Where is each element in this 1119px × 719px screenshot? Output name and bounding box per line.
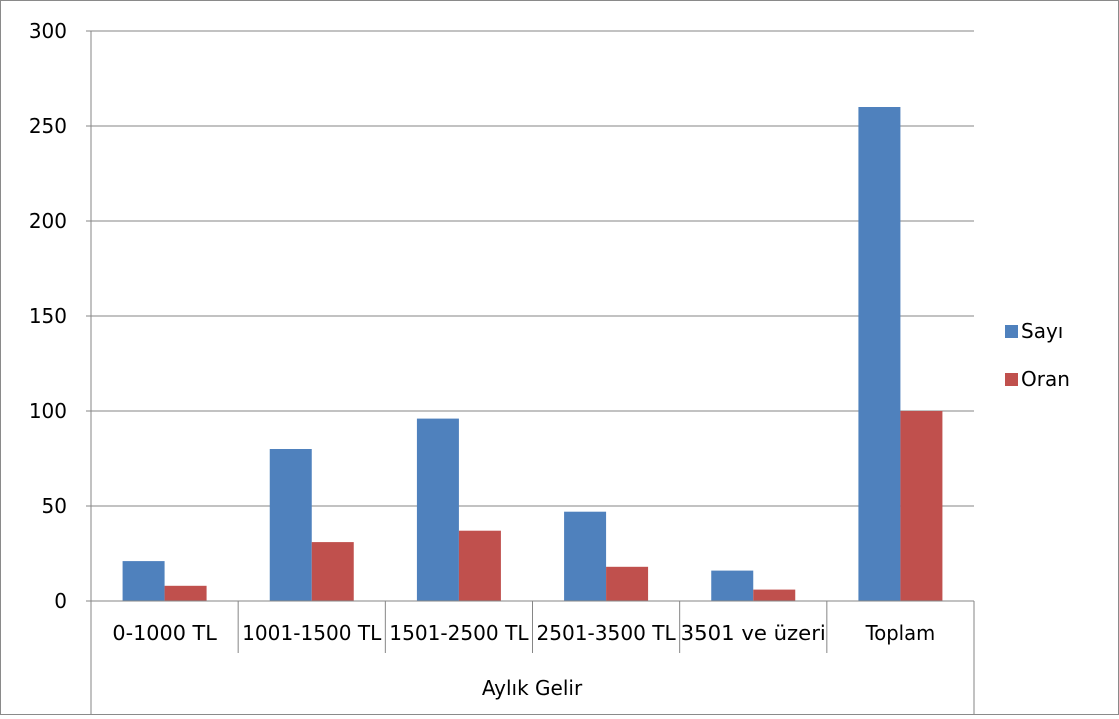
bar-oran (606, 566, 649, 601)
y-tick-label: 250 (29, 114, 67, 138)
x-tick-label: 3501 ve üzeri (681, 621, 826, 645)
bar-oran (900, 411, 943, 601)
bars (122, 107, 943, 601)
x-tick-label: 1001-1500 TL (242, 621, 382, 645)
y-tick-label: 300 (29, 19, 67, 43)
bar-sayi (564, 511, 607, 601)
bar-oran (311, 542, 354, 601)
legend: Sayı Oran (1005, 319, 1070, 391)
bar-sayi (416, 418, 459, 601)
y-axis: 0 50 100 150 200 250 300 (29, 19, 92, 613)
bar-oran (458, 530, 501, 601)
y-tick-label: 150 (29, 304, 67, 328)
legend-label: Oran (1021, 367, 1070, 391)
x-axis: 0-1000 TL 1001-1500 TL 1501-2500 TL 2501-35… (90, 600, 975, 714)
gridlines (91, 30, 974, 507)
legend-swatch (1005, 373, 1018, 386)
bar-sayi (122, 561, 165, 601)
x-tick-label: Toplam (865, 621, 936, 645)
x-tick-label: 1501-2500 TL (389, 621, 529, 645)
x-tick-label: 2501-3500 TL (536, 621, 676, 645)
bar-sayi (269, 449, 312, 601)
y-tick-label: 200 (29, 209, 67, 233)
y-tick-label: 0 (54, 589, 67, 613)
bar-oran (164, 585, 207, 601)
legend-swatch (1005, 325, 1018, 338)
y-tick-label: 50 (42, 494, 67, 518)
y-tick-label: 100 (29, 399, 67, 423)
bar-sayi (858, 107, 901, 601)
bar-oran (753, 589, 796, 601)
x-axis-label: Aylık Gelir (482, 676, 583, 700)
legend-label: Sayı (1021, 319, 1063, 343)
bar-sayi (711, 570, 754, 601)
x-tick-label: 0-1000 TL (112, 621, 217, 645)
